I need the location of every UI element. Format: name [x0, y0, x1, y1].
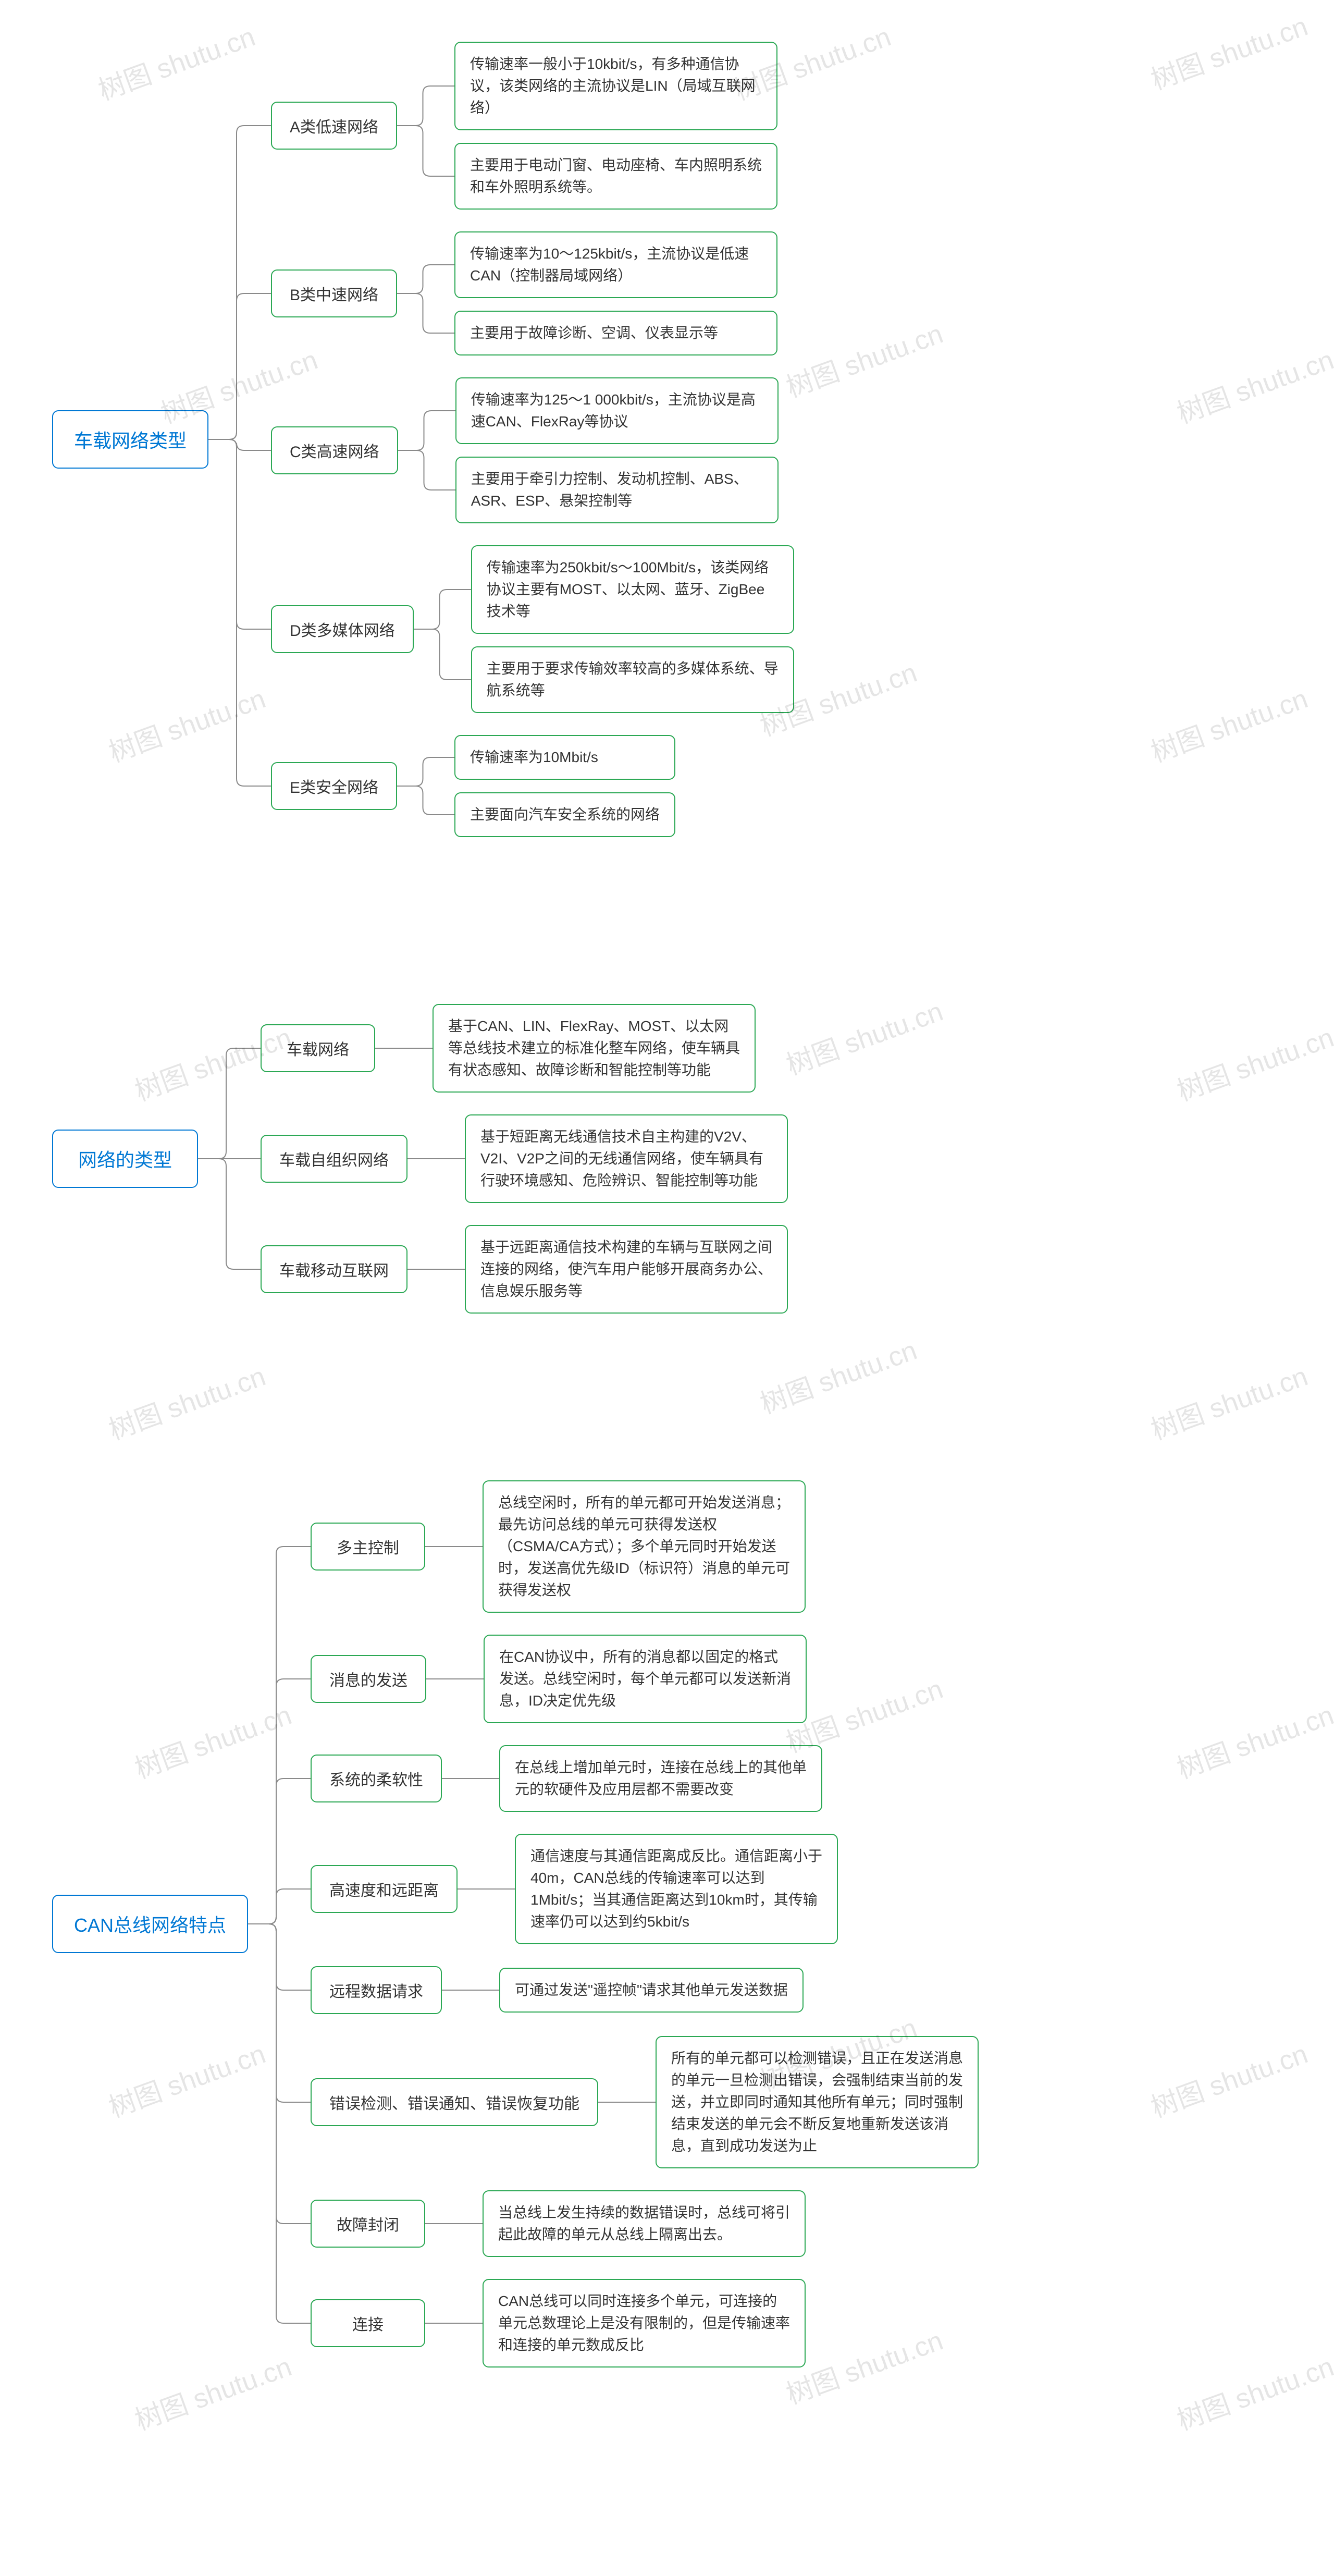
branch-row: E类安全网络 传输速率为10Mbit/s 主要面向汽车安全系统的网络: [271, 735, 794, 837]
leaves: 传输速率为125～1 000kbit/s，主流协议是高速CAN、FlexRay等…: [455, 377, 779, 523]
leaf-node: 主要面向汽车安全系统的网络: [454, 792, 675, 837]
connector: [442, 1966, 499, 2014]
leaf-node: 在总线上增加单元时，连接在总线上的其他单元的软硬件及应用层都不需要改变: [499, 1745, 822, 1812]
leaves: 总线空闲时，所有的单元都可开始发送消息；最先访问总线的单元可获得发送权（CSMA…: [483, 1480, 806, 1613]
branch-node: 车载自组织网络: [261, 1135, 407, 1183]
leaf-node: 可通过发送"遥控帧"请求其他单元发送数据: [499, 1968, 804, 2013]
leaves: 传输速率为250kbit/s～100Mbit/s，该类网络协议主要有MOST、以…: [471, 545, 794, 713]
leaf-node: 传输速率为10Mbit/s: [454, 735, 675, 780]
branch-row: 远程数据请求 可通过发送"遥控帧"请求其他单元发送数据: [311, 1966, 979, 2014]
branch-node: 故障封闭: [311, 2200, 425, 2248]
leaf-node: 传输速率一般小于10kbit/s，有多种通信协议，该类网络的主流协议是LIN（局…: [454, 42, 777, 130]
connector: [407, 1225, 465, 1314]
connector: [375, 1004, 433, 1093]
branch-row: 车载网络 基于CAN、LIN、FlexRay、MOST、以太网等总线技术建立的标准…: [261, 1004, 788, 1093]
connector: [397, 231, 454, 355]
branches: A类低速网络 传输速率一般小于10kbit/s，有多种通信协议，该类网络的主流协议…: [271, 42, 794, 837]
branch-row: 消息的发送 在CAN协议中，所有的消息都以固定的格式发送。总线空闲时，每个单元都可…: [311, 1635, 979, 1723]
branches: 车载网络 基于CAN、LIN、FlexRay、MOST、以太网等总线技术建立的标准…: [261, 1004, 788, 1314]
branch-node: 错误检测、错误通知、错误恢复功能: [311, 2078, 598, 2126]
branch-row: B类中速网络 传输速率为10～125kbit/s，主流协议是低速CAN（控制器局域…: [271, 231, 794, 355]
leaves: 传输速率为10Mbit/s 主要面向汽车安全系统的网络: [454, 735, 675, 837]
leaf-node: 基于短距离无线通信技术自主构建的V2V、V2I、V2P之间的无线通信网络，使车辆…: [465, 1114, 788, 1203]
branch-node: C类高速网络: [271, 426, 398, 474]
mindmap: CAN总线网络特点 多主控制 总线空闲时，所有的单元都可开始发送消息；最先访问总线的…: [52, 1480, 1282, 2368]
connector: [208, 42, 271, 837]
leaves: 基于CAN、LIN、FlexRay、MOST、以太网等总线技术建立的标准化整车网…: [433, 1004, 756, 1093]
leaf-node: 传输速率为250kbit/s～100Mbit/s，该类网络协议主要有MOST、以…: [471, 545, 794, 634]
branch-node: 多主控制: [311, 1523, 425, 1571]
leaf-node: 主要用于牵引力控制、发动机控制、ABS、ASR、ESP、悬架控制等: [455, 457, 779, 523]
branch-row: D类多媒体网络 传输速率为250kbit/s～100Mbit/s，该类网络协议主要…: [271, 545, 794, 713]
mindmap: 网络的类型 车载网络 基于CAN、LIN、FlexRay、MOST、以太网等总线技术…: [52, 1004, 1282, 1314]
leaves: 传输速率为10～125kbit/s，主流协议是低速CAN（控制器局域网络） 主要用…: [454, 231, 777, 355]
leaf-node: 主要用于电动门窗、电动座椅、车内照明系统和车外照明系统等。: [454, 143, 777, 210]
branch-row: C类高速网络 传输速率为125～1 000kbit/s，主流协议是高速CAN、Fl…: [271, 377, 794, 523]
branch-row: A类低速网络 传输速率一般小于10kbit/s，有多种通信协议，该类网络的主流协议…: [271, 42, 794, 210]
branch-row: 错误检测、错误通知、错误恢复功能 所有的单元都可以检测错误，且正在发送消息的单元一…: [311, 2036, 979, 2168]
leaf-node: 所有的单元都可以检测错误，且正在发送消息的单元一旦检测出错误，会强制结束当前的发…: [656, 2036, 979, 2168]
leaves: CAN总线可以同时连接多个单元，可连接的单元总数理论上是没有限制的，但是传输速率…: [483, 2279, 806, 2368]
branch-row: 车载移动互联网 基于远距离通信技术构建的车辆与互联网之间连接的网络，使汽车用户能够…: [261, 1225, 788, 1314]
branch-node: D类多媒体网络: [271, 605, 414, 653]
leaf-node: 主要用于要求传输效率较高的多媒体系统、导航系统等: [471, 646, 794, 713]
leaves: 传输速率一般小于10kbit/s，有多种通信协议，该类网络的主流协议是LIN（局…: [454, 42, 777, 210]
leaves: 基于短距离无线通信技术自主构建的V2V、V2I、V2P之间的无线通信网络，使车辆…: [465, 1114, 788, 1203]
connector: [397, 42, 454, 210]
connector: [414, 545, 471, 713]
connector: [248, 1480, 311, 2368]
leaves: 通信速度与其通信距离成反比。通信距离小于40m，CAN总线的传输速率可以达到1M…: [515, 1834, 838, 1944]
connector: [407, 1114, 465, 1203]
leaf-node: 基于远距离通信技术构建的车辆与互联网之间连接的网络，使汽车用户能够开展商务办公、…: [465, 1225, 788, 1314]
root-node: CAN总线网络特点: [52, 1895, 248, 1953]
connector: [397, 735, 454, 837]
leaf-node: 总线空闲时，所有的单元都可开始发送消息；最先访问总线的单元可获得发送权（CSMA…: [483, 1480, 806, 1613]
connector: [426, 1635, 484, 1723]
branch-row: 车载自组织网络 基于短距离无线通信技术自主构建的V2V、V2I、V2P之间的无线通…: [261, 1114, 788, 1203]
branch-node: 远程数据请求: [311, 1966, 442, 2014]
connector: [425, 2190, 483, 2257]
connector: [198, 1004, 261, 1314]
connector: [425, 1480, 483, 1613]
branch-row: 多主控制 总线空闲时，所有的单元都可开始发送消息；最先访问总线的单元可获得发送权（…: [311, 1480, 979, 1613]
branch-node: 车载移动互联网: [261, 1245, 407, 1293]
connector: [458, 1834, 515, 1944]
branch-node: 系统的柔软性: [311, 1755, 442, 1802]
leaves: 可通过发送"遥控帧"请求其他单元发送数据: [499, 1968, 804, 2013]
root-node: 车载网络类型: [52, 410, 208, 469]
branch-node: 高速度和远距离: [311, 1865, 458, 1913]
connector: [442, 1745, 499, 1812]
branch-row: 连接 CAN总线可以同时连接多个单元，可连接的单元总数理论上是没有限制的，但是传输…: [311, 2279, 979, 2368]
root-node: 网络的类型: [52, 1130, 198, 1188]
leaf-node: 传输速率为125～1 000kbit/s，主流协议是高速CAN、FlexRay等…: [455, 377, 779, 444]
leaf-node: 主要用于故障诊断、空调、仪表显示等: [454, 311, 777, 355]
connector: [398, 377, 455, 523]
leaf-node: 当总线上发生持续的数据错误时，总线可将引起此故障的单元从总线上隔离出去。: [483, 2190, 806, 2257]
leaves: 基于远距离通信技术构建的车辆与互联网之间连接的网络，使汽车用户能够开展商务办公、…: [465, 1225, 788, 1314]
leaf-node: 通信速度与其通信距离成反比。通信距离小于40m，CAN总线的传输速率可以达到1M…: [515, 1834, 838, 1944]
leaves: 在总线上增加单元时，连接在总线上的其他单元的软硬件及应用层都不需要改变: [499, 1745, 822, 1812]
mindmap: 车载网络类型 A类低速网络 传输速率一般小于10kbit/s，有多种通信协议，该类网…: [52, 42, 1282, 837]
branch-node: 消息的发送: [311, 1655, 426, 1703]
leaves: 当总线上发生持续的数据错误时，总线可将引起此故障的单元从总线上隔离出去。: [483, 2190, 806, 2257]
branch-node: B类中速网络: [271, 269, 397, 317]
connector: [598, 2036, 656, 2168]
leaf-node: CAN总线可以同时连接多个单元，可连接的单元总数理论上是没有限制的，但是传输速率…: [483, 2279, 806, 2368]
leaf-node: 基于CAN、LIN、FlexRay、MOST、以太网等总线技术建立的标准化整车网…: [433, 1004, 756, 1093]
branch-node: A类低速网络: [271, 102, 397, 150]
leaves: 在CAN协议中，所有的消息都以固定的格式发送。总线空闲时，每个单元都可以发送新消…: [484, 1635, 807, 1723]
branch-node: 连接: [311, 2299, 425, 2347]
branch-row: 故障封闭 当总线上发生持续的数据错误时，总线可将引起此故障的单元从总线上隔离出去。: [311, 2190, 979, 2257]
branch-node: 车载网络: [261, 1024, 375, 1072]
branches: 多主控制 总线空闲时，所有的单元都可开始发送消息；最先访问总线的单元可获得发送权（…: [311, 1480, 979, 2368]
branch-row: 系统的柔软性 在总线上增加单元时，连接在总线上的其他单元的软硬件及应用层都不需要改…: [311, 1745, 979, 1812]
branch-row: 高速度和远距离 通信速度与其通信距离成反比。通信距离小于40m，CAN总线的传输速…: [311, 1834, 979, 1944]
leaves: 所有的单元都可以检测错误，且正在发送消息的单元一旦检测出错误，会强制结束当前的发…: [656, 2036, 979, 2168]
leaf-node: 传输速率为10～125kbit/s，主流协议是低速CAN（控制器局域网络）: [454, 231, 777, 298]
leaf-node: 在CAN协议中，所有的消息都以固定的格式发送。总线空闲时，每个单元都可以发送新消…: [484, 1635, 807, 1723]
branch-node: E类安全网络: [271, 762, 397, 810]
connector: [425, 2279, 483, 2368]
